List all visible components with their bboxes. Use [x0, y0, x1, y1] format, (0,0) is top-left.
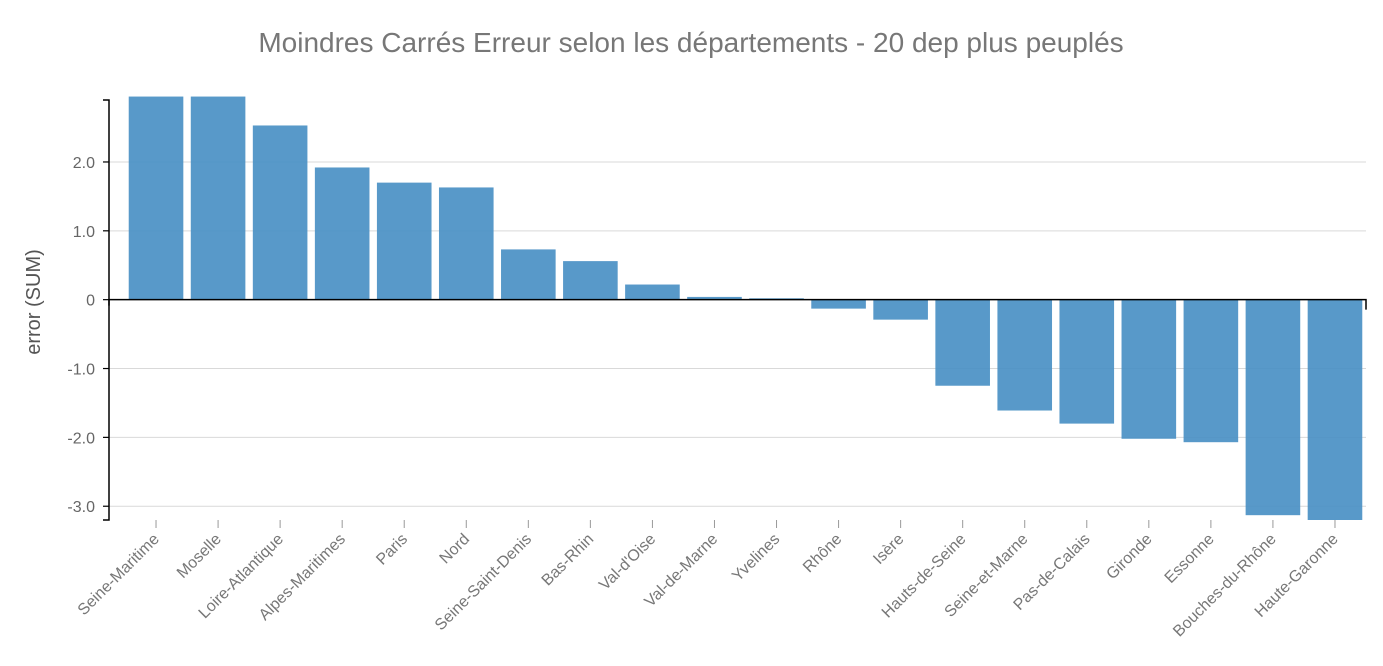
y-tick-label: 1.0	[73, 224, 95, 241]
bar	[1121, 299, 1177, 439]
bar	[1245, 299, 1301, 516]
x-tick-label: Moselle	[174, 531, 225, 582]
x-tick-label: Val-d'Oise	[596, 531, 659, 594]
y-tick-label: -2.0	[67, 430, 95, 447]
bar	[687, 296, 742, 300]
chart-title: Moindres Carrés Erreur selon les départe…	[258, 27, 1123, 58]
x-axis-baseline	[108, 298, 1367, 310]
x-tick-label: Essonne	[1162, 531, 1218, 587]
bar	[811, 299, 866, 309]
bar	[252, 125, 308, 300]
x-tick-label: Yvelines	[729, 531, 783, 585]
bar	[625, 284, 680, 300]
y-tick-label: -3.0	[67, 499, 95, 516]
bars-layer	[128, 96, 1363, 520]
x-tick-label: Seine-Maritime	[75, 531, 163, 619]
bar	[314, 167, 370, 300]
axes-layer	[103, 99, 1367, 528]
bar	[190, 96, 246, 300]
x-tick-label: Nord	[437, 531, 474, 568]
y-axis-line	[103, 99, 110, 521]
x-tick-label: Bouches-du-Rhône	[1170, 531, 1280, 641]
bar	[1059, 299, 1115, 424]
y-tick-label: 2.0	[73, 155, 95, 172]
bar	[438, 187, 494, 300]
y-tick-label: -1.0	[67, 362, 95, 379]
y-tick-label: 0	[86, 293, 95, 310]
bar	[1307, 299, 1363, 520]
x-tick-label: Bas-Rhin	[539, 531, 598, 590]
x-tick-label: Paris	[373, 531, 411, 569]
x-tick-label: Gironde	[1103, 531, 1155, 583]
bar	[376, 182, 432, 300]
bar	[128, 96, 184, 300]
x-tick-label: Rhône	[800, 531, 845, 576]
bar	[997, 299, 1053, 411]
x-tick-label: Isère	[870, 531, 907, 568]
y-axis-title: error (SUM)	[23, 249, 45, 355]
bar	[501, 249, 556, 300]
bar	[1183, 299, 1239, 443]
bar	[563, 261, 618, 300]
bar	[873, 299, 928, 320]
bar	[935, 299, 990, 386]
